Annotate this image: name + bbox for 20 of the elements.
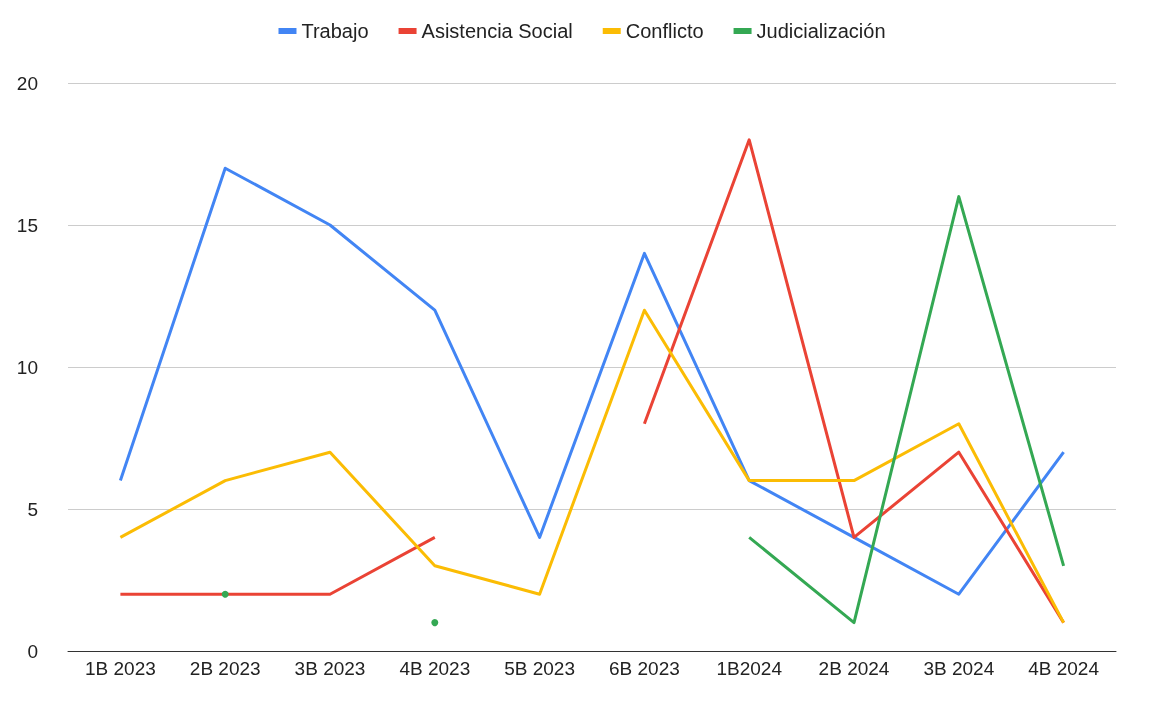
legend-label: Conflicto [625, 20, 704, 42]
y-tick-label: 10 [16, 356, 38, 378]
x-tick-label: 1B2024 [716, 658, 783, 679]
x-tick-label: 3B 2024 [923, 658, 995, 679]
x-tick-label: 6B 2023 [609, 658, 680, 679]
x-tick-label: 5B 2023 [504, 658, 575, 679]
y-tick-label: 0 [27, 640, 38, 662]
legend-label: Judicialización [756, 20, 886, 42]
x-tick-label: 2B 2023 [189, 658, 261, 679]
x-tick-label: 3B 2023 [294, 658, 366, 679]
line-series [118, 308, 1066, 625]
legend-label: Trabajo [301, 20, 369, 42]
y-tick-label: 20 [16, 72, 38, 94]
x-tick-label: 4B 2024 [1028, 658, 1100, 679]
y-tick-label: 15 [16, 214, 38, 236]
x-tick-label: 2B 2024 [818, 658, 890, 679]
x-tick-label: 4B 2023 [399, 658, 471, 679]
legend-label: Asistencia Social [421, 20, 573, 42]
y-tick-label: 5 [27, 498, 38, 520]
x-tick-label: 1B 2023 [85, 658, 156, 679]
